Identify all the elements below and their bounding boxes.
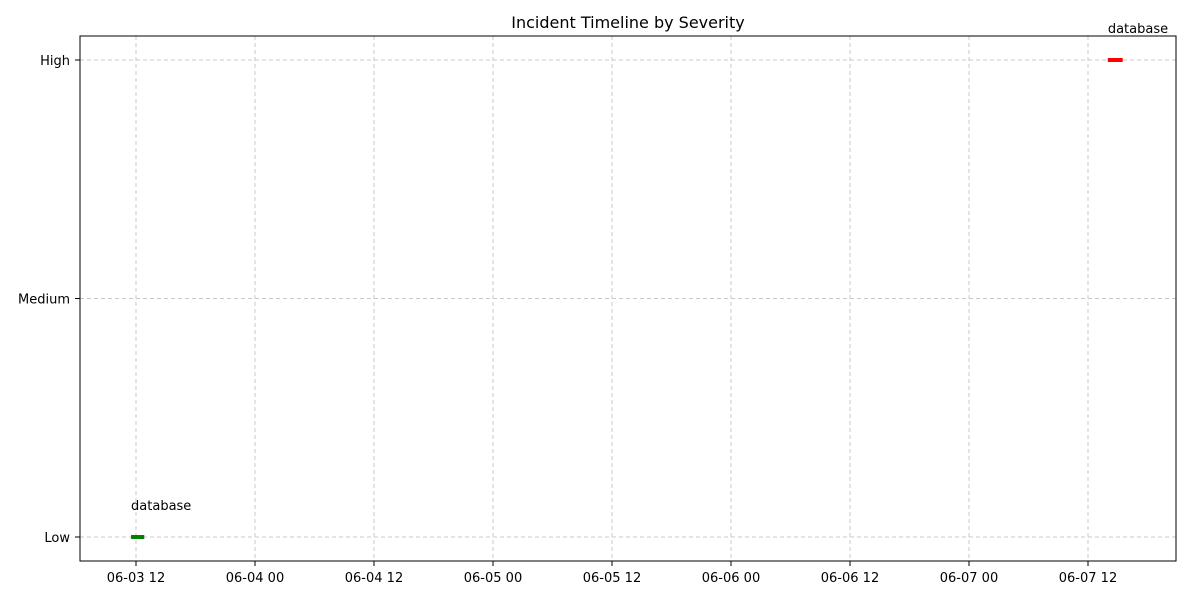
chart-title: Incident Timeline by Severity [511, 13, 745, 32]
incident-bar [131, 535, 145, 539]
x-tick-label: 06-06 00 [702, 571, 760, 586]
y-tick-label: Medium [18, 293, 70, 308]
x-tick-label: 06-04 12 [345, 571, 403, 586]
x-tick-label: 06-05 12 [583, 571, 641, 586]
incident-label: database [1108, 22, 1168, 37]
grid-layer [80, 36, 1176, 561]
y-tick-label: Low [44, 531, 70, 546]
incident-label: database [131, 499, 191, 514]
x-tick-label: 06-04 00 [226, 571, 284, 586]
marks-layer: database database [131, 22, 1168, 539]
x-tick-label: 06-07 12 [1059, 571, 1117, 586]
y-tick-label: High [40, 54, 70, 69]
x-tick-label: 06-07 00 [940, 571, 998, 586]
x-tick-label: 06-03 12 [107, 571, 165, 586]
incident-bar [1107, 58, 1123, 62]
axis-layer: 06-03 12 06-04 00 06-04 12 06-05 00 06-05 12… [18, 54, 1117, 586]
x-tick-label: 06-06 12 [821, 571, 879, 586]
x-tick-label: 06-05 00 [464, 571, 522, 586]
